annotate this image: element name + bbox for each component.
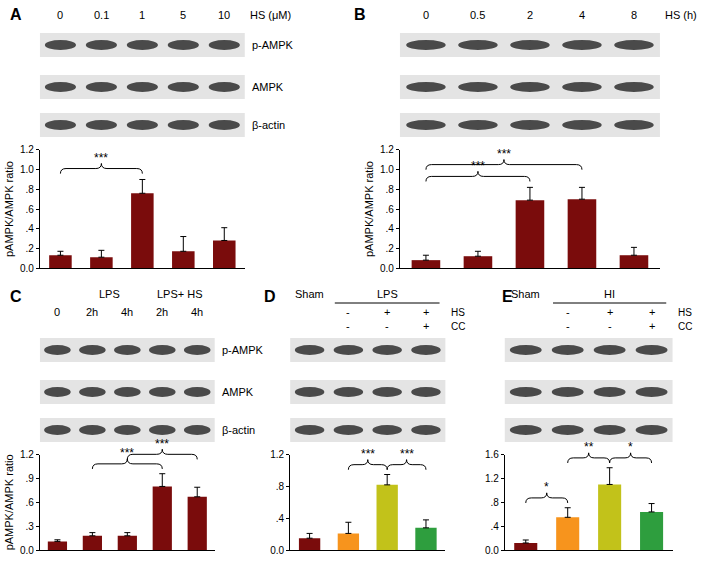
svg-text:+: +: [423, 306, 429, 318]
svg-text:4h: 4h: [191, 306, 203, 318]
svg-text:0: 0: [57, 9, 63, 21]
svg-text:1.6: 1.6: [485, 449, 499, 460]
svg-text:C: C: [10, 288, 22, 305]
svg-text:-: -: [566, 320, 570, 332]
svg-text:p-AMPK: p-AMPK: [222, 344, 264, 356]
svg-text:0: 0: [54, 306, 60, 318]
svg-text:4: 4: [579, 9, 585, 21]
svg-text:LPS+ HS: LPS+ HS: [157, 288, 203, 300]
svg-text:***: ***: [471, 159, 485, 173]
svg-text:HS (μM): HS (μM): [250, 9, 291, 21]
svg-text:0.0: 0.0: [485, 545, 499, 556]
svg-text:CC: CC: [678, 321, 692, 332]
svg-text:CC: CC: [451, 321, 465, 332]
svg-text:LPS: LPS: [99, 288, 120, 300]
svg-text:+: +: [649, 306, 655, 318]
svg-text:A: A: [10, 6, 22, 23]
svg-text:2h: 2h: [156, 306, 168, 318]
svg-text:5: 5: [180, 9, 186, 21]
svg-text:.4: .4: [386, 223, 395, 234]
svg-text:.2: .2: [386, 243, 395, 254]
svg-text:D: D: [264, 288, 276, 305]
svg-text:.8: .8: [276, 481, 285, 492]
svg-text:.4: .4: [26, 223, 35, 234]
svg-text:***: ***: [120, 446, 134, 460]
svg-text:0.1: 0.1: [94, 9, 109, 21]
svg-text:β-actin: β-actin: [252, 119, 285, 131]
svg-text:***: ***: [497, 147, 511, 161]
svg-text:+: +: [649, 320, 655, 332]
svg-text:1: 1: [139, 9, 145, 21]
svg-text:.8: .8: [386, 184, 395, 195]
svg-text:-: -: [608, 320, 612, 332]
svg-text:1.0: 1.0: [20, 164, 34, 175]
svg-text:Sham: Sham: [295, 288, 324, 300]
svg-text:.6: .6: [26, 204, 35, 215]
svg-text:+: +: [423, 320, 429, 332]
svg-text:-: -: [385, 320, 389, 332]
svg-text:-: -: [566, 306, 570, 318]
svg-text:*: *: [628, 440, 633, 454]
svg-text:Sham: Sham: [511, 288, 540, 300]
svg-text:1.2: 1.2: [270, 449, 284, 460]
svg-text:pAMPK/AMPK ratio: pAMPK/AMPK ratio: [3, 454, 15, 550]
svg-text:.4: .4: [490, 521, 499, 532]
svg-text:0.0: 0.0: [20, 545, 34, 556]
svg-text:1.2: 1.2: [20, 449, 34, 460]
svg-text:LPS: LPS: [377, 288, 398, 300]
svg-text:10: 10: [218, 9, 230, 21]
svg-text:2h: 2h: [86, 306, 98, 318]
svg-text:AMPK: AMPK: [222, 386, 254, 398]
svg-text:***: ***: [94, 151, 108, 165]
svg-text:1.2: 1.2: [380, 144, 394, 155]
svg-text:HS: HS: [678, 307, 692, 318]
svg-text:*: *: [544, 480, 549, 494]
svg-text:HS (h): HS (h): [665, 9, 697, 21]
svg-text:β-actin: β-actin: [222, 424, 255, 436]
svg-text:.2: .2: [26, 243, 35, 254]
svg-text:p-AMPK: p-AMPK: [252, 39, 294, 51]
svg-text:+: +: [384, 306, 390, 318]
svg-text:4h: 4h: [121, 306, 133, 318]
svg-text:1.0: 1.0: [380, 164, 394, 175]
svg-text:pAMPK/AMPK ratio: pAMPK/AMPK ratio: [363, 161, 375, 257]
svg-text:.6: .6: [26, 497, 35, 508]
svg-text:0.0: 0.0: [20, 263, 34, 274]
svg-text:1.2: 1.2: [485, 473, 499, 484]
svg-text:HS: HS: [451, 307, 465, 318]
svg-text:**: **: [584, 440, 594, 454]
svg-text:B: B: [354, 6, 366, 23]
svg-text:.8: .8: [490, 497, 499, 508]
svg-text:pAMPK/AMPK ratio: pAMPK/AMPK ratio: [3, 161, 15, 257]
svg-text:.9: .9: [26, 473, 35, 484]
svg-text:0.5: 0.5: [470, 9, 485, 21]
svg-text:0.0: 0.0: [380, 263, 394, 274]
svg-text:8: 8: [631, 9, 637, 21]
svg-text:***: ***: [155, 437, 169, 451]
svg-text:-: -: [346, 306, 350, 318]
svg-text:0: 0: [423, 9, 429, 21]
svg-text:E: E: [502, 288, 513, 305]
svg-text:2: 2: [527, 9, 533, 21]
svg-text:.3: .3: [26, 521, 35, 532]
svg-text:+: +: [607, 306, 613, 318]
svg-text:.8: .8: [26, 184, 35, 195]
svg-text:-: -: [346, 320, 350, 332]
svg-text:***: ***: [361, 447, 375, 461]
svg-text:***: ***: [400, 447, 414, 461]
svg-text:.6: .6: [386, 204, 395, 215]
svg-text:HI: HI: [604, 288, 615, 300]
svg-text:0.0: 0.0: [270, 545, 284, 556]
svg-text:AMPK: AMPK: [252, 81, 284, 93]
svg-text:.4: .4: [276, 513, 285, 524]
svg-text:1.2: 1.2: [20, 144, 34, 155]
